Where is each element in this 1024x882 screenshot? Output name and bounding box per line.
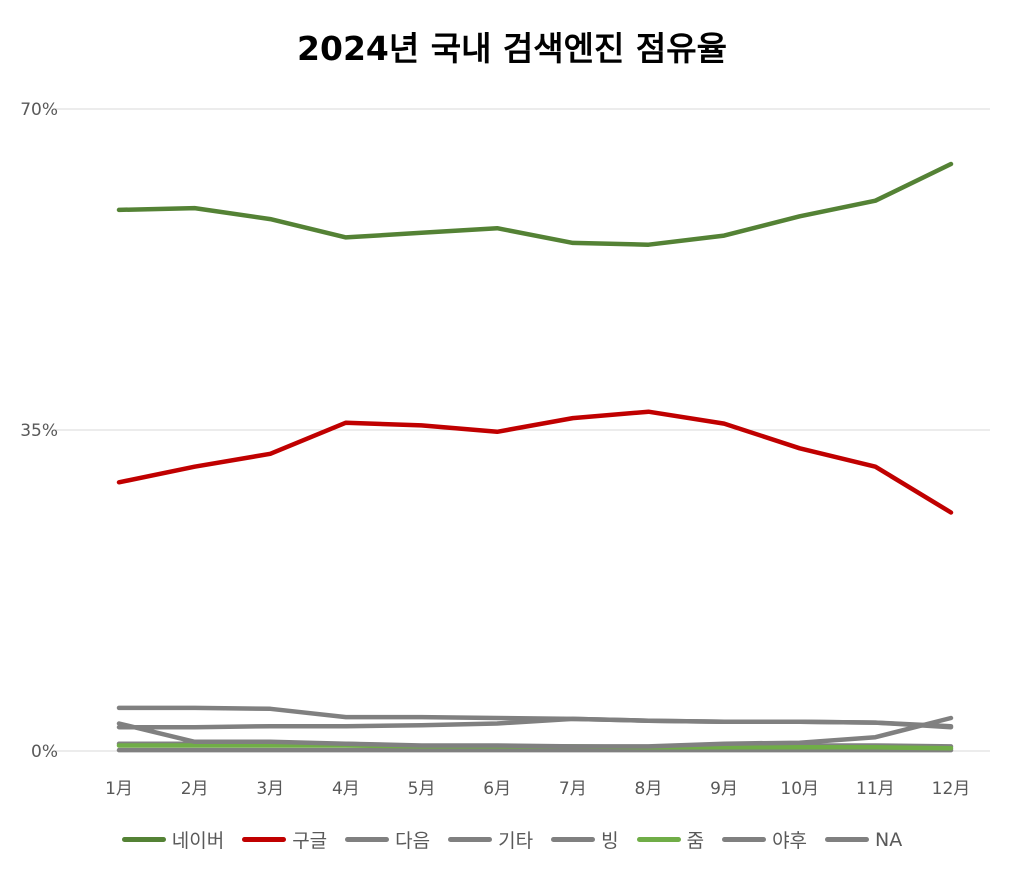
x-tick-label: 12月	[932, 779, 971, 799]
legend-label: 네이버	[171, 830, 225, 852]
x-tick-label: 8月	[635, 779, 663, 799]
legend-swatch	[242, 837, 287, 842]
series-line	[116, 409, 954, 515]
legend-label: 구글	[292, 830, 328, 852]
legend-item: 빙	[551, 826, 619, 853]
legend-label: 줌	[686, 830, 705, 852]
series-line	[116, 705, 954, 729]
legend-swatch	[121, 837, 166, 842]
legend-item: 줌	[636, 826, 705, 853]
legend-label: 야후	[772, 830, 808, 852]
x-tick-label: 1月	[105, 779, 133, 799]
legend-label: NA	[875, 828, 903, 851]
y-tick-label: 70%	[20, 100, 58, 120]
x-tick-label: 2月	[181, 779, 209, 799]
legend-item: 야후	[722, 826, 807, 853]
y-tick-label: 0%	[31, 742, 58, 762]
x-tick-label: 5月	[408, 779, 436, 799]
legend-label: 다음	[395, 830, 431, 852]
legend-label: 빙	[601, 830, 619, 852]
y-tick-label: 35%	[20, 421, 58, 441]
x-tick-label: 11月	[856, 779, 895, 799]
legend-swatch	[825, 837, 870, 842]
x-tick-label: 9月	[710, 779, 738, 799]
legend-item: 네이버	[121, 826, 225, 853]
legend-item: 구글	[242, 826, 327, 853]
x-tick-label: 4月	[332, 779, 360, 799]
legend-swatch	[636, 837, 681, 842]
chart-legend: 네이버 구글 다음 기타 빙 줌 야후 NA	[0, 826, 1024, 853]
legend-swatch	[448, 837, 493, 842]
legend-swatch	[551, 837, 596, 842]
x-tick-label: 10月	[780, 779, 819, 799]
legend-swatch	[722, 837, 767, 842]
legend-label: 기타	[498, 830, 534, 852]
x-tick-label: 6月	[483, 779, 511, 799]
legend-item: 기타	[448, 826, 533, 853]
chart-title: 2024년 국내 검색엔진 점유율	[297, 29, 727, 68]
x-tick-label: 3月	[256, 779, 284, 799]
legend-swatch	[345, 837, 390, 842]
series-line	[116, 715, 954, 749]
legend-item: 다음	[345, 826, 430, 853]
x-tick-label: 7月	[559, 779, 587, 799]
legend-item: NA	[825, 826, 902, 853]
series-line	[116, 161, 954, 247]
